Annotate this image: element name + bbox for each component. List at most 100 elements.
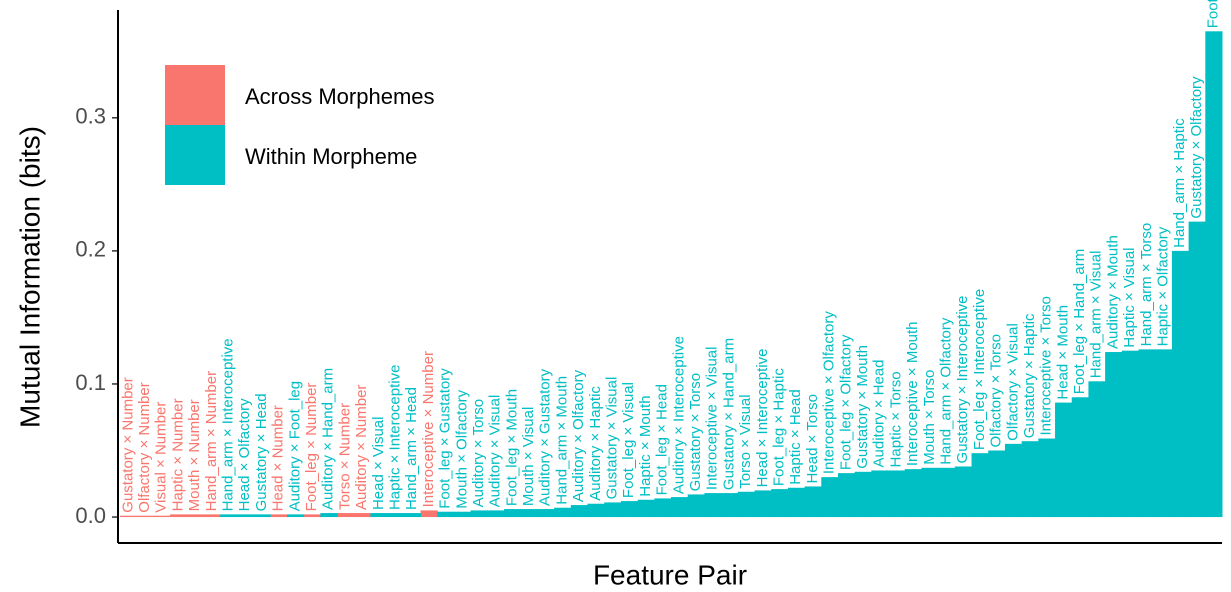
- bar: [804, 486, 822, 518]
- bar: [537, 509, 555, 518]
- bar: [687, 494, 705, 518]
- bar: [1205, 31, 1223, 518]
- bar-label: Hand_arm × Haptic: [1171, 118, 1188, 248]
- bar: [186, 514, 204, 518]
- bar-label: Hand_arm × Number: [203, 371, 220, 511]
- bar-label: Interoceptive × Number: [420, 351, 437, 507]
- bar: [1021, 441, 1039, 518]
- bar-label: Auditory × Torso: [470, 399, 487, 508]
- bar-label: Auditory × Head: [871, 359, 888, 467]
- bar: [671, 497, 689, 518]
- bar: [704, 493, 722, 518]
- bar-label: Foot_leg × Number: [303, 383, 320, 512]
- bar: [1055, 402, 1073, 518]
- bar-label: Haptic × Head: [787, 389, 804, 484]
- bar: [620, 501, 639, 518]
- bar: [771, 489, 789, 518]
- bar-label: Gustatory × Number: [119, 377, 136, 512]
- bar: [854, 471, 872, 518]
- bar-label: Haptic × Torso: [887, 371, 904, 467]
- bar: [988, 450, 1006, 518]
- bar-label: Foot_leg × Haptic: [770, 368, 787, 486]
- bar-label: Head × Olfactory: [236, 398, 253, 511]
- bar: [1071, 397, 1089, 518]
- bar-label: Auditory × Hand_arm: [320, 368, 337, 510]
- bar-label: Visual × Number: [153, 402, 170, 513]
- bar-label: Auditory × Olfactory: [570, 369, 587, 502]
- bar-label: Foot_leg × Visual: [620, 382, 637, 498]
- bar: [170, 514, 188, 518]
- bar-label: Haptic × Visual: [1121, 247, 1138, 347]
- bar-label: Hand_arm × Torso: [1138, 223, 1155, 347]
- legend-label: Within Morpheme: [245, 144, 417, 169]
- bar-label: Mouth × Number: [186, 399, 203, 511]
- bar-label: Head × Torso: [804, 394, 821, 483]
- bar-label: Interoceptive × Mouth: [904, 321, 921, 466]
- bar: [1121, 350, 1140, 518]
- x-axis-title: Feature Pair: [593, 559, 747, 590]
- bar: [938, 467, 956, 518]
- bar: [387, 513, 405, 518]
- bar: [587, 503, 605, 518]
- bar: [737, 491, 755, 518]
- bar: [821, 477, 839, 518]
- bar: [320, 513, 338, 518]
- bar-label: Foot_leg × Torso: [1205, 0, 1222, 28]
- bar: [904, 469, 922, 518]
- bar: [637, 499, 655, 518]
- bar: [1088, 381, 1106, 518]
- bar-label: Head × Visual: [370, 417, 387, 511]
- bar-label: Foot_leg × Gustatory: [437, 368, 454, 509]
- bar: [888, 470, 906, 518]
- bar: [370, 513, 388, 518]
- bar: [470, 510, 488, 518]
- bar: [203, 514, 221, 518]
- bar: [721, 493, 739, 518]
- bar: [220, 514, 238, 518]
- bar-label: Olfactory × Torso: [988, 334, 1005, 448]
- bar-label: Hand_arm × Mouth: [553, 376, 570, 505]
- bar-label: Auditory × Haptic: [587, 386, 604, 501]
- bar: [554, 507, 572, 518]
- bar-label: Interoceptive × Visual: [704, 347, 721, 491]
- bar-label: Auditory × Visual: [487, 395, 504, 508]
- bar: [1138, 349, 1156, 518]
- bar: [504, 509, 522, 518]
- bar: [420, 510, 438, 518]
- bar: [453, 511, 472, 518]
- bar-label: Foot_leg × Olfactory: [837, 334, 854, 470]
- bar-label: Foot_leg × Hand_arm: [1071, 249, 1088, 395]
- bar-label: Hand_arm × Olfactory: [937, 317, 954, 465]
- bar: [954, 466, 973, 518]
- bar-label: Gustatory × Hand_arm: [720, 338, 737, 490]
- y-tick-label: 0.2: [75, 237, 106, 262]
- bar-label: Head × Mouth: [1054, 305, 1071, 400]
- bar-label: Torso × Visual: [737, 394, 754, 488]
- bar-label: Auditory × Number: [353, 385, 370, 510]
- bar-label: Hand_arm × Head: [403, 387, 420, 510]
- bar-label: Olfactory × Number: [136, 382, 153, 512]
- bar: [437, 511, 455, 518]
- bar-label: Hand_arm × Visual: [1088, 251, 1105, 379]
- bar-label: Mouth × Olfactory: [453, 389, 470, 508]
- bar-label: Auditory × Foot_leg: [286, 381, 303, 512]
- bar: [286, 514, 305, 518]
- y-tick-label: 0.1: [75, 370, 106, 395]
- bar: [120, 515, 138, 518]
- bar: [971, 453, 989, 518]
- bar: [270, 514, 288, 518]
- bar-label: Gustatory × Haptic: [1021, 313, 1038, 438]
- bar-label: Haptic × Interoceptive: [386, 365, 403, 511]
- bar-label: Gustatory × Torso: [687, 373, 704, 492]
- bar: [787, 487, 806, 518]
- bar: [153, 515, 171, 518]
- bar: [1171, 250, 1190, 518]
- bar-label: Head × Number: [270, 405, 287, 511]
- legend-label: Across Morphemes: [245, 84, 435, 109]
- legend-swatch: [165, 65, 225, 125]
- bar-label: Head × Interoceptive: [754, 349, 771, 488]
- bar-label: Olfactory × Visual: [1004, 323, 1021, 441]
- bar: [754, 490, 772, 518]
- bar-label: Gustatory × Interoceptive: [954, 295, 971, 463]
